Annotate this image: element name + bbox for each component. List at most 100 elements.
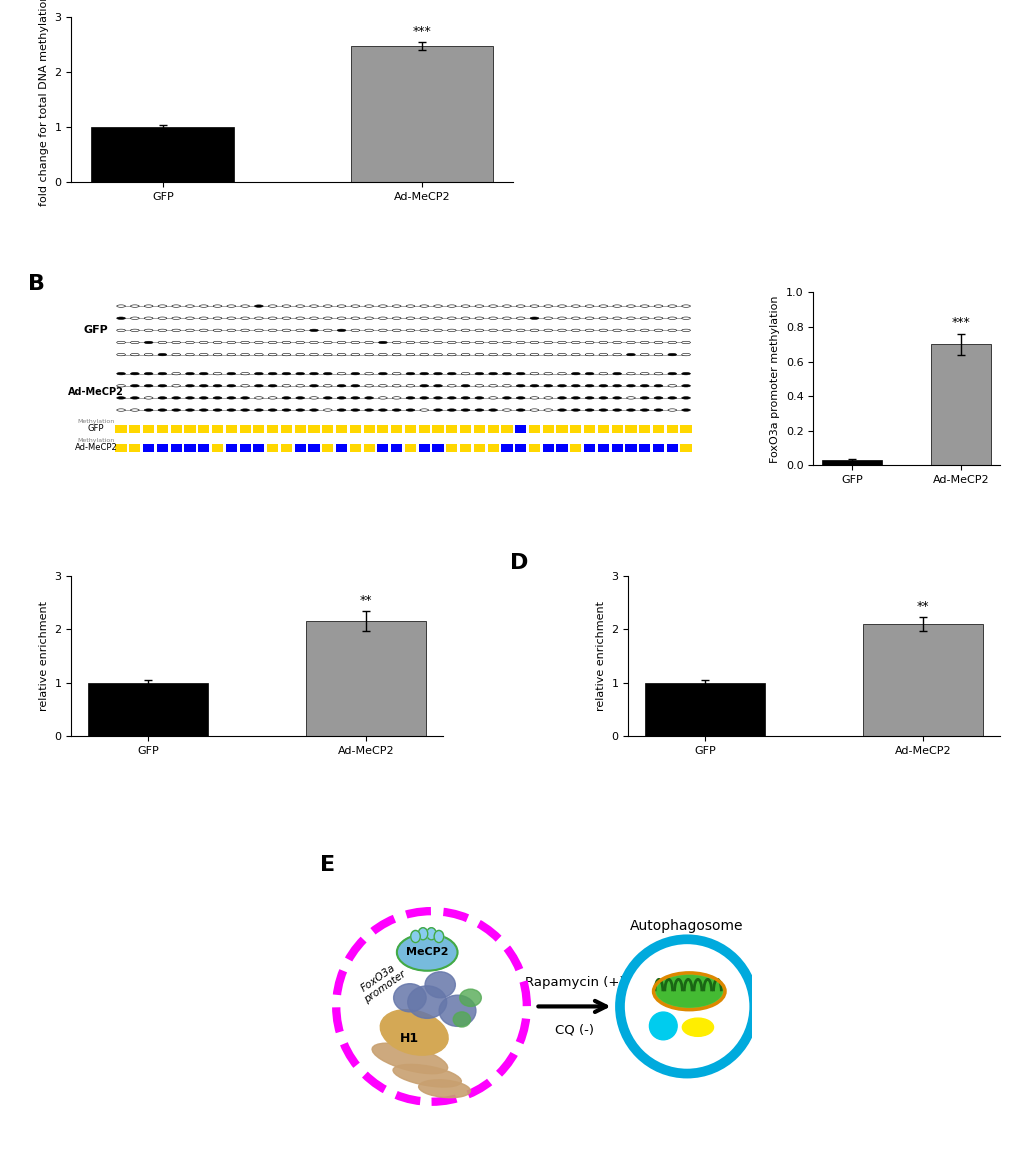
- Circle shape: [681, 305, 690, 308]
- Circle shape: [516, 317, 525, 319]
- Circle shape: [488, 409, 497, 411]
- Circle shape: [420, 373, 428, 375]
- Circle shape: [433, 329, 442, 332]
- Bar: [645, 683, 764, 736]
- Ellipse shape: [426, 928, 436, 940]
- Circle shape: [653, 317, 662, 319]
- Circle shape: [585, 353, 593, 355]
- Circle shape: [620, 939, 753, 1074]
- Circle shape: [612, 341, 621, 344]
- Bar: [115, 425, 126, 433]
- Bar: [294, 425, 306, 433]
- Circle shape: [502, 317, 511, 319]
- Circle shape: [323, 373, 332, 375]
- Ellipse shape: [418, 928, 427, 940]
- Bar: [129, 444, 141, 452]
- Circle shape: [420, 329, 428, 332]
- Circle shape: [337, 353, 345, 355]
- Circle shape: [543, 409, 552, 411]
- Circle shape: [502, 397, 511, 399]
- Circle shape: [461, 397, 470, 399]
- Bar: [432, 444, 443, 452]
- Circle shape: [365, 329, 373, 332]
- Bar: [306, 621, 425, 736]
- Ellipse shape: [425, 972, 454, 997]
- Bar: [515, 444, 526, 452]
- Bar: [652, 444, 663, 452]
- Circle shape: [640, 384, 648, 387]
- Circle shape: [227, 409, 235, 411]
- Circle shape: [171, 409, 180, 411]
- Circle shape: [530, 305, 538, 308]
- Bar: [515, 425, 526, 433]
- Circle shape: [199, 341, 208, 344]
- Circle shape: [667, 305, 676, 308]
- Bar: [390, 425, 401, 433]
- Circle shape: [227, 397, 235, 399]
- Circle shape: [144, 353, 153, 355]
- Bar: [198, 425, 209, 433]
- Circle shape: [199, 397, 208, 399]
- Bar: [280, 425, 291, 433]
- Circle shape: [612, 384, 621, 387]
- Bar: [625, 444, 636, 452]
- Bar: [821, 460, 881, 466]
- Circle shape: [649, 1012, 677, 1040]
- Circle shape: [240, 305, 250, 308]
- Bar: [652, 425, 663, 433]
- Circle shape: [185, 397, 195, 399]
- Circle shape: [310, 341, 318, 344]
- Circle shape: [516, 341, 525, 344]
- Circle shape: [171, 373, 180, 375]
- Y-axis label: FoxO3a promoter methylation: FoxO3a promoter methylation: [769, 295, 780, 462]
- Bar: [570, 444, 581, 452]
- Circle shape: [543, 341, 552, 344]
- Circle shape: [571, 329, 580, 332]
- Bar: [556, 425, 567, 433]
- Circle shape: [337, 384, 345, 387]
- Circle shape: [213, 341, 222, 344]
- Circle shape: [227, 341, 235, 344]
- Circle shape: [447, 384, 455, 387]
- Bar: [529, 444, 539, 452]
- Circle shape: [213, 397, 222, 399]
- Circle shape: [323, 384, 332, 387]
- Bar: [418, 444, 429, 452]
- Circle shape: [653, 329, 662, 332]
- Bar: [350, 444, 361, 452]
- Bar: [639, 425, 650, 433]
- Bar: [487, 425, 498, 433]
- Circle shape: [310, 317, 318, 319]
- Text: D: D: [510, 554, 528, 574]
- Circle shape: [571, 373, 580, 375]
- Circle shape: [185, 384, 195, 387]
- Circle shape: [543, 397, 552, 399]
- Circle shape: [433, 353, 442, 355]
- Circle shape: [557, 384, 566, 387]
- Circle shape: [420, 409, 428, 411]
- Circle shape: [323, 317, 332, 319]
- Circle shape: [420, 305, 428, 308]
- Text: Methylation: Methylation: [77, 438, 115, 444]
- Circle shape: [475, 353, 483, 355]
- Circle shape: [626, 317, 635, 319]
- Circle shape: [392, 317, 400, 319]
- Circle shape: [433, 373, 442, 375]
- Text: ***: ***: [951, 316, 969, 329]
- Circle shape: [130, 305, 139, 308]
- Circle shape: [626, 373, 635, 375]
- Circle shape: [296, 353, 305, 355]
- Circle shape: [488, 384, 497, 387]
- Circle shape: [516, 353, 525, 355]
- Circle shape: [433, 305, 442, 308]
- Ellipse shape: [434, 930, 443, 943]
- Circle shape: [310, 397, 318, 399]
- Circle shape: [667, 384, 676, 387]
- Circle shape: [158, 384, 166, 387]
- Bar: [253, 425, 264, 433]
- Circle shape: [571, 305, 580, 308]
- Circle shape: [268, 409, 277, 411]
- Circle shape: [626, 329, 635, 332]
- Circle shape: [530, 397, 538, 399]
- Bar: [445, 425, 457, 433]
